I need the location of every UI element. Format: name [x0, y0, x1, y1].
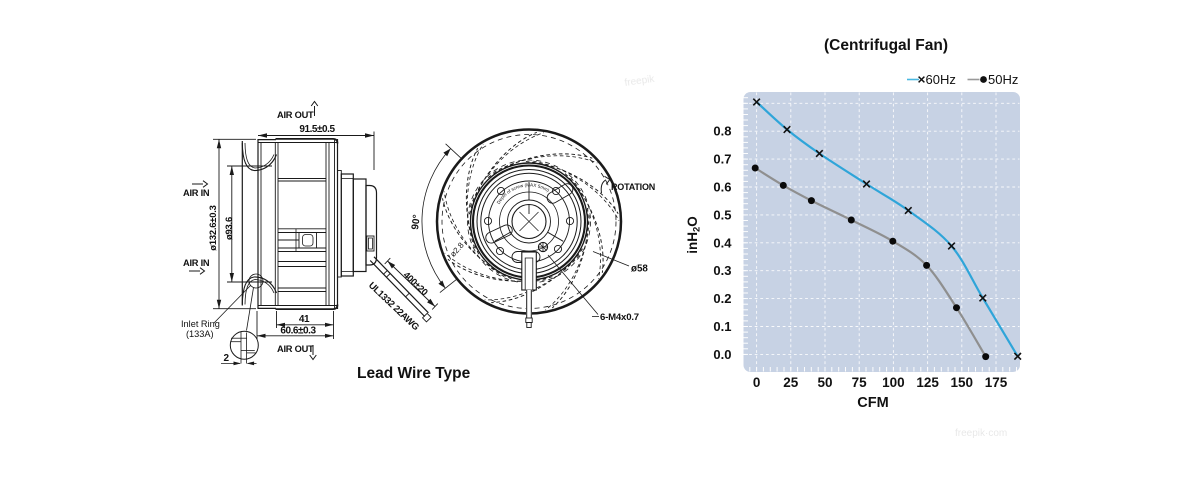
svg-text:91.5±0.5: 91.5±0.5: [299, 124, 335, 135]
svg-text:Lead Wire Type: Lead Wire Type: [357, 365, 471, 382]
svg-text:2: 2: [223, 353, 229, 364]
svg-text:0.8: 0.8: [713, 124, 731, 139]
svg-text:AIR IN: AIR IN: [183, 258, 210, 268]
svg-text:0.0: 0.0: [713, 347, 731, 362]
svg-text:6-M4x0.7: 6-M4x0.7: [600, 312, 639, 323]
svg-text:Depth of screw (MAX 5mm): Depth of screw (MAX 5mm): [496, 182, 551, 205]
svg-text:400±20: 400±20: [401, 269, 430, 297]
svg-text:AIR OUT: AIR OUT: [277, 344, 314, 354]
svg-text:freepik: freepik: [624, 74, 656, 89]
svg-text:50: 50: [817, 375, 832, 390]
svg-text:ø132.6±0.3: ø132.6±0.3: [207, 205, 218, 250]
svg-text:(133A): (133A): [186, 329, 214, 339]
svg-text:freepik·com: freepik·com: [955, 428, 1007, 439]
svg-text:ø2.8: ø2.8: [448, 240, 466, 258]
svg-text:0.5: 0.5: [713, 207, 731, 222]
svg-text:100: 100: [882, 375, 905, 390]
svg-text:75: 75: [852, 375, 868, 390]
svg-text:60Hz: 60Hz: [926, 72, 956, 87]
svg-text:0.7: 0.7: [713, 152, 731, 167]
svg-text:ø93.6: ø93.6: [223, 217, 234, 240]
svg-text:0.2: 0.2: [713, 291, 731, 306]
svg-text:inH2O: inH2O: [685, 216, 703, 254]
svg-text:150: 150: [951, 375, 974, 390]
svg-text:25: 25: [783, 375, 799, 390]
svg-text:ø58: ø58: [631, 264, 648, 275]
svg-text:0.1: 0.1: [713, 319, 731, 334]
svg-text:Inlet Ring: Inlet Ring: [181, 319, 220, 329]
svg-text:0.6: 0.6: [713, 180, 731, 195]
svg-text:41: 41: [299, 314, 310, 325]
svg-text:0.4: 0.4: [713, 235, 732, 250]
svg-text:0.3: 0.3: [713, 263, 731, 278]
svg-text:(Centrifugal Fan): (Centrifugal Fan): [824, 37, 948, 54]
svg-text:AIR IN: AIR IN: [183, 188, 210, 198]
svg-text:AIR OUT: AIR OUT: [277, 110, 314, 120]
svg-text:ROTATION: ROTATION: [611, 182, 655, 192]
svg-text:175: 175: [985, 375, 1008, 390]
svg-text:CFM: CFM: [857, 395, 888, 411]
svg-text:0: 0: [753, 375, 761, 390]
svg-text:125: 125: [916, 375, 939, 390]
svg-text:90°: 90°: [410, 214, 423, 230]
svg-text:60.6±0.3: 60.6±0.3: [280, 326, 316, 337]
svg-text:50Hz: 50Hz: [988, 72, 1018, 87]
